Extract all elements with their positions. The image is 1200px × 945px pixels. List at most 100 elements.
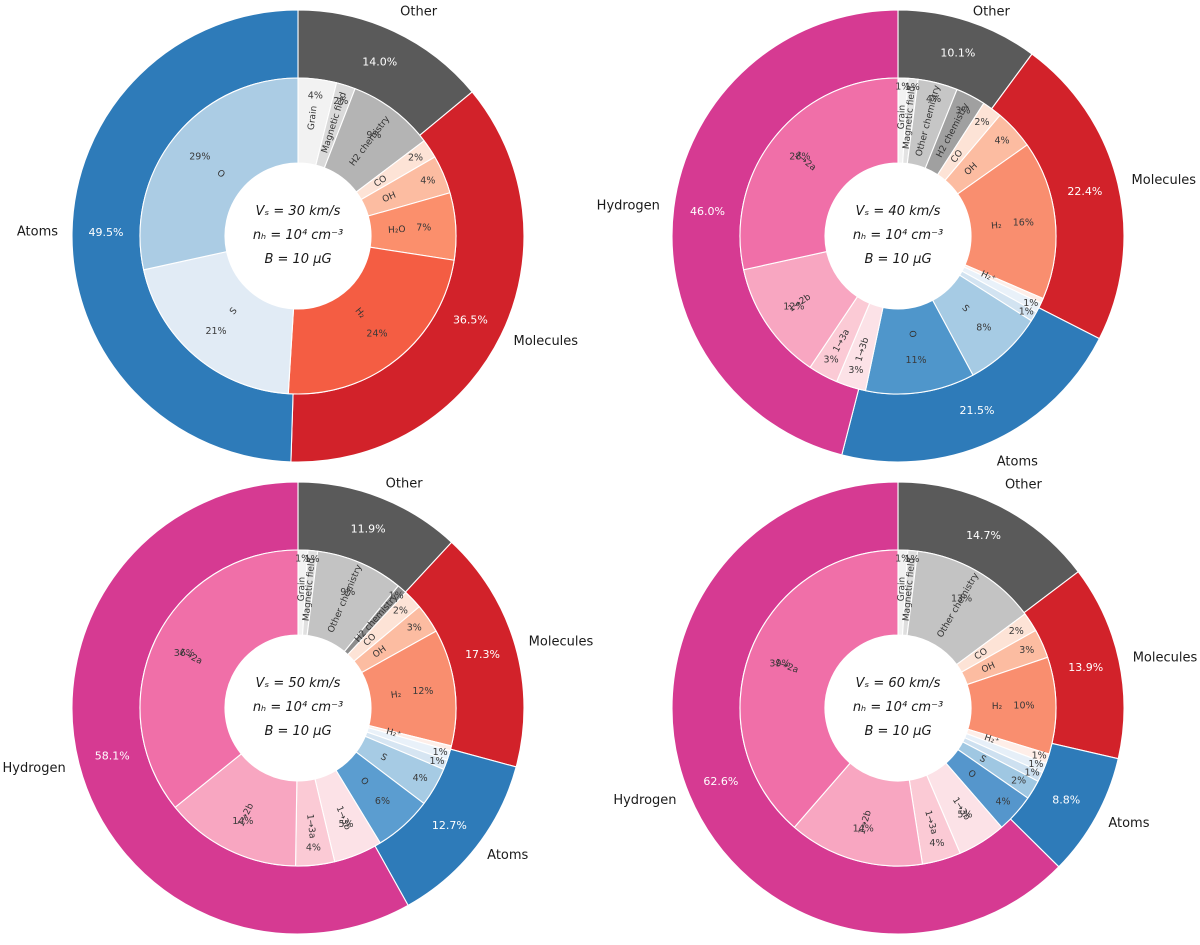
inner-slice-percent: 1% bbox=[1023, 298, 1038, 309]
inner-slice-name: O bbox=[906, 330, 917, 338]
inner-slice-percent: 4% bbox=[308, 91, 323, 102]
inner-slice-percent: 7% bbox=[416, 223, 431, 234]
inner-slice-percent: 6% bbox=[375, 796, 390, 807]
inner-slice-percent: 12% bbox=[412, 686, 433, 697]
inner-slice-percent: 4% bbox=[420, 176, 435, 187]
inner-slice-name: S bbox=[977, 754, 987, 766]
inner-slice-name: Grain bbox=[897, 577, 908, 602]
inner-slice-H₂ bbox=[287, 246, 455, 395]
outer-slice-percent: 58.1% bbox=[95, 749, 130, 762]
inner-slice-percent: 8% bbox=[976, 323, 991, 334]
inner-slice-percent: 39% bbox=[769, 658, 790, 669]
outer-slice-percent: 62.6% bbox=[703, 775, 738, 788]
inner-slice-name: O bbox=[215, 168, 227, 180]
panel-vs50: Grain 1% Magnetic field 1% Other chemistry 9%… bbox=[0, 472, 600, 944]
inner-slice-percent: 2% bbox=[1011, 776, 1026, 787]
inner-slice-percent: 16% bbox=[1013, 217, 1034, 228]
outer-slice-percent: 12.7% bbox=[432, 819, 467, 832]
category-label-Molecules: Molecules bbox=[529, 634, 594, 649]
inner-slice-name: S bbox=[228, 306, 239, 317]
outer-slice-percent: 14.7% bbox=[966, 529, 1001, 542]
inner-slice-percent: 21% bbox=[205, 326, 226, 337]
inner-slice-percent: 3% bbox=[848, 365, 863, 376]
inner-slice-name: Grain bbox=[297, 577, 308, 602]
outer-slice-percent: 13.9% bbox=[1068, 661, 1103, 674]
inner-slice-percent: 4% bbox=[413, 773, 428, 784]
inner-slice-percent: 1% bbox=[1032, 750, 1047, 761]
inner-slice-name: 1→3a bbox=[304, 814, 317, 839]
inner-slice-percent: 13% bbox=[951, 594, 972, 605]
category-label-Other: Other bbox=[973, 5, 1011, 20]
outer-slice-percent: 10.1% bbox=[940, 47, 975, 60]
inner-slice-percent: 2% bbox=[1009, 626, 1024, 637]
inner-slice-percent: 5% bbox=[957, 809, 972, 820]
inner-slice-percent: 2% bbox=[408, 153, 423, 164]
inner-slice-percent: 3% bbox=[955, 105, 970, 116]
inner-slice-name: S bbox=[379, 752, 389, 764]
outer-slice-percent: 36.5% bbox=[453, 313, 488, 326]
inner-slice-percent: 2% bbox=[974, 117, 989, 128]
inner-slice-percent: 1% bbox=[1019, 306, 1034, 317]
category-label-Atoms: Atoms bbox=[1108, 816, 1149, 831]
category-label-Molecules: Molecules bbox=[1132, 173, 1197, 188]
inner-slice-1→2b bbox=[174, 753, 298, 867]
panel-vs60: Grain 1% Magnetic field 1% Other chemistry 13… bbox=[600, 472, 1200, 944]
inner-slice-name: O bbox=[965, 768, 977, 780]
inner-slice-O bbox=[139, 77, 299, 271]
inner-slice-percent: 3% bbox=[407, 623, 422, 634]
outer-slice-percent: 8.8% bbox=[1052, 793, 1080, 806]
inner-slice-percent: 12% bbox=[783, 301, 804, 312]
inner-slice-name: S bbox=[959, 303, 970, 314]
outer-slice-percent: 49.5% bbox=[89, 226, 124, 239]
inner-slice-name: Grain bbox=[897, 105, 908, 130]
inner-slice-S bbox=[143, 251, 295, 395]
inner-slice-percent: 1% bbox=[895, 554, 910, 565]
inner-slice-percent: 14% bbox=[232, 816, 253, 827]
outer-slice-percent: 22.4% bbox=[1067, 185, 1102, 198]
category-label-Hydrogen: Hydrogen bbox=[2, 761, 65, 776]
inner-slice-1→2a bbox=[739, 549, 899, 828]
category-label-Hydrogen: Hydrogen bbox=[613, 793, 676, 808]
inner-slice-percent: 1% bbox=[1025, 767, 1040, 778]
inner-slice-name: O bbox=[358, 776, 370, 788]
inner-slice-percent: 4% bbox=[306, 843, 321, 854]
outer-slice-percent: 17.3% bbox=[465, 648, 500, 661]
inner-slice-percent: 24% bbox=[366, 329, 387, 340]
inner-slice-percent: 1% bbox=[895, 82, 910, 93]
inner-slice-percent: 1% bbox=[433, 747, 448, 758]
inner-slice-H₂ bbox=[957, 144, 1057, 300]
inner-slice-percent: 1% bbox=[1028, 759, 1043, 770]
inner-slice-percent: 4% bbox=[994, 135, 1009, 146]
outer-slice-percent: 46.0% bbox=[690, 205, 725, 218]
category-label-Hydrogen: Hydrogen bbox=[597, 198, 660, 213]
inner-slice-name: H₂O bbox=[388, 225, 406, 236]
panel-vs40: Grain 1% Magnetic field 1% Other chemistry 4%… bbox=[597, 0, 1200, 472]
inner-slice-1→2a bbox=[139, 549, 299, 808]
inner-slice-percent: 28% bbox=[789, 151, 810, 162]
category-label-Atoms: Atoms bbox=[17, 225, 58, 240]
inner-slice-name: H₂ bbox=[390, 690, 402, 701]
category-label-Molecules: Molecules bbox=[514, 334, 579, 349]
outer-slice-percent: 11.9% bbox=[351, 522, 386, 535]
inner-slice-percent: 4% bbox=[995, 797, 1010, 808]
inner-slice-name: H₂⁺ bbox=[385, 727, 402, 741]
inner-slice-percent: 1% bbox=[904, 554, 919, 565]
inner-slice-name: OH bbox=[381, 191, 398, 206]
inner-slice-percent: 10% bbox=[1013, 701, 1034, 712]
outer-slice-percent: 21.5% bbox=[960, 404, 995, 417]
category-label-Other: Other bbox=[386, 477, 424, 492]
category-label-Other: Other bbox=[1005, 478, 1043, 493]
inner-slice-name: H₂ bbox=[991, 221, 1003, 232]
inner-slice-percent: 1% bbox=[304, 554, 319, 565]
inner-slice-percent: 4% bbox=[929, 838, 944, 849]
inner-slice-percent: 4% bbox=[926, 94, 941, 105]
inner-slice-1→2a bbox=[739, 77, 899, 271]
inner-slice-percent: 2% bbox=[393, 606, 408, 617]
category-label-Atoms: Atoms bbox=[487, 848, 528, 863]
inner-slice-percent: 11% bbox=[905, 355, 926, 366]
inner-slice-name: H₂⁺ bbox=[983, 733, 1001, 747]
